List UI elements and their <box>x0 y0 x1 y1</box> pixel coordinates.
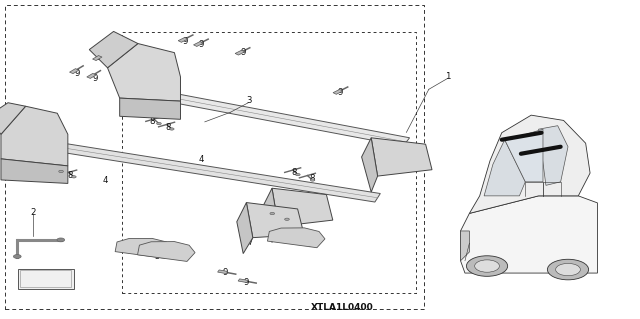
Text: 5: 5 <box>154 252 159 261</box>
Circle shape <box>157 122 161 125</box>
Polygon shape <box>237 203 253 254</box>
Polygon shape <box>333 89 343 94</box>
FancyBboxPatch shape <box>18 269 74 289</box>
Text: 8: 8 <box>68 171 73 180</box>
Text: 9: 9 <box>338 88 343 97</box>
Text: 2: 2 <box>31 208 36 217</box>
Circle shape <box>547 259 589 280</box>
Circle shape <box>285 218 289 220</box>
Text: 9: 9 <box>199 40 204 49</box>
Text: 9: 9 <box>97 53 102 62</box>
Polygon shape <box>70 69 79 74</box>
Text: 9: 9 <box>241 48 246 57</box>
Polygon shape <box>138 241 195 262</box>
Circle shape <box>13 255 21 258</box>
Text: 9: 9 <box>244 278 249 287</box>
Text: 8: 8 <box>292 168 297 177</box>
Polygon shape <box>13 136 380 202</box>
Text: 9: 9 <box>223 268 228 277</box>
Polygon shape <box>1 159 68 183</box>
Text: 8: 8 <box>309 174 314 183</box>
Text: 8: 8 <box>166 123 171 132</box>
Circle shape <box>170 128 174 130</box>
Polygon shape <box>115 238 173 258</box>
Polygon shape <box>193 41 204 47</box>
Polygon shape <box>262 188 278 242</box>
Polygon shape <box>371 138 432 176</box>
Text: 9: 9 <box>92 74 97 83</box>
Polygon shape <box>93 56 102 61</box>
Text: 6: 6 <box>36 141 41 150</box>
Text: 5: 5 <box>308 240 313 249</box>
Polygon shape <box>1 106 68 166</box>
Text: 8: 8 <box>282 214 287 223</box>
Polygon shape <box>461 196 598 273</box>
Polygon shape <box>362 138 378 192</box>
Polygon shape <box>218 270 228 274</box>
Text: 8: 8 <box>265 208 270 217</box>
Polygon shape <box>469 115 590 213</box>
Text: 9: 9 <box>74 69 79 78</box>
Text: 4: 4 <box>103 176 108 185</box>
Circle shape <box>296 174 300 176</box>
Text: 8: 8 <box>50 165 55 174</box>
Polygon shape <box>238 279 248 283</box>
Text: 1: 1 <box>445 72 451 81</box>
Polygon shape <box>108 44 180 101</box>
Circle shape <box>556 263 580 276</box>
Polygon shape <box>505 129 543 182</box>
Polygon shape <box>120 98 180 119</box>
Circle shape <box>310 179 315 181</box>
Text: 7: 7 <box>247 238 252 247</box>
Polygon shape <box>246 203 304 238</box>
Circle shape <box>467 256 508 276</box>
Text: 6: 6 <box>132 96 137 105</box>
Text: 8: 8 <box>149 117 154 126</box>
Text: 4: 4 <box>199 155 204 164</box>
Polygon shape <box>235 50 245 55</box>
Text: 3: 3 <box>247 96 252 105</box>
Circle shape <box>57 238 65 242</box>
Polygon shape <box>0 103 26 134</box>
Polygon shape <box>178 37 188 42</box>
Polygon shape <box>90 32 138 68</box>
Text: XTLA1L0400: XTLA1L0400 <box>311 303 374 312</box>
Circle shape <box>270 212 275 215</box>
Text: 7: 7 <box>301 232 307 241</box>
Polygon shape <box>125 85 410 146</box>
Polygon shape <box>272 188 333 226</box>
Polygon shape <box>461 231 469 261</box>
Polygon shape <box>87 73 96 78</box>
Circle shape <box>59 170 63 173</box>
Polygon shape <box>539 126 568 185</box>
Polygon shape <box>268 228 325 248</box>
Text: 9: 9 <box>183 37 188 46</box>
Circle shape <box>475 260 499 272</box>
Circle shape <box>72 176 76 178</box>
Polygon shape <box>484 140 525 196</box>
